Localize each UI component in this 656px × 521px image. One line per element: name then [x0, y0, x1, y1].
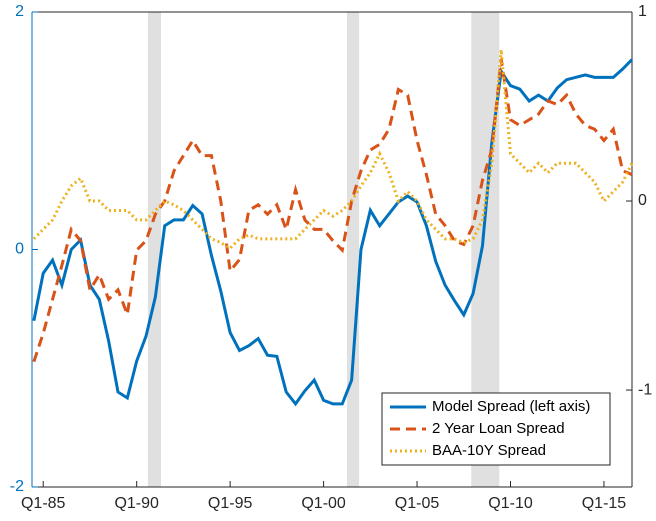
series-line — [32, 58, 634, 407]
x-tick-label: Q1-00 — [301, 495, 346, 512]
series-line — [32, 49, 634, 251]
x-tick-label: Q1-15 — [582, 495, 627, 512]
y-tick-label: -2 — [10, 478, 24, 495]
legend-label: 2 Year Loan Spread — [432, 420, 565, 437]
x-tick-label: Q1-10 — [488, 495, 533, 512]
series-line — [32, 59, 633, 363]
shaded-period — [147, 12, 161, 487]
y2-tick-label: 0 — [638, 192, 647, 209]
x-tick-label: Q1-95 — [208, 495, 253, 512]
x-tick-label: Q1-85 — [21, 495, 66, 512]
legend-label: Model Spread (left axis) — [432, 398, 590, 415]
shaded-period — [346, 12, 360, 487]
y2-tick-label: 1 — [638, 3, 647, 20]
x-tick-label: Q1-05 — [395, 495, 440, 512]
x-tick-label: Q1-90 — [114, 495, 159, 512]
legend-label: BAA-10Y Spread — [432, 442, 546, 459]
y2-tick-label: -1 — [638, 381, 652, 398]
y-tick-label: 0 — [15, 241, 24, 258]
y-tick-label: 2 — [15, 3, 24, 20]
legend-box — [381, 392, 611, 466]
